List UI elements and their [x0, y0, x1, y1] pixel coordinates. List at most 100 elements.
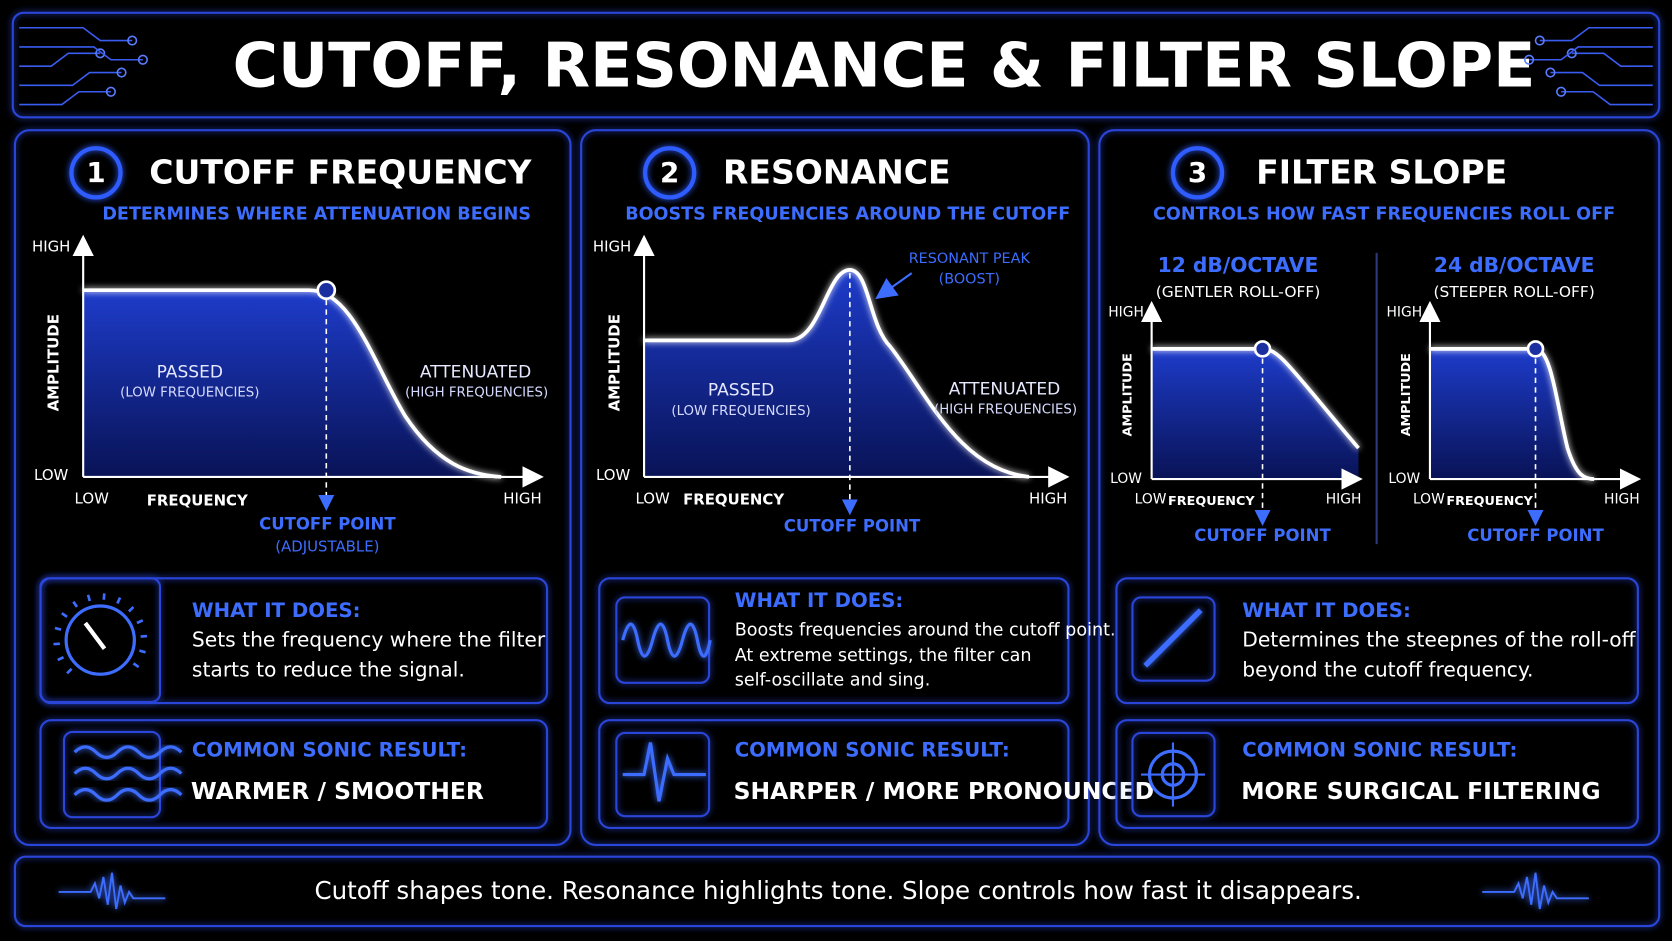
dial-tick: [72, 600, 79, 608]
response-curve: [83, 288, 502, 479]
panel-frame: [580, 129, 1090, 847]
circuit-node: [105, 86, 116, 97]
dial-tick: [57, 656, 65, 662]
result-text: SHARPER / MORE PRONOUNCED: [734, 777, 1154, 805]
main-title: CUTOFF, RESONANCE & FILTER SLOPE: [233, 29, 1536, 101]
x-high-label: HIGH: [1604, 491, 1640, 507]
passband-area: [644, 269, 1030, 477]
what-line: Boosts frequencies around the cutoff poi…: [735, 621, 1116, 641]
icon-frame: [615, 596, 711, 684]
what-box: [598, 577, 1070, 705]
result-box: [39, 719, 549, 829]
y-axis-label: AMPLITUDE: [1399, 353, 1414, 436]
panel-number: 3: [1188, 156, 1207, 189]
y-low-label: LOW: [596, 466, 631, 484]
x-low-label: LOW: [1413, 491, 1445, 507]
what-line: Sets the frequency where the filter: [192, 628, 546, 652]
circuit-trace: [19, 71, 122, 87]
circuit-trace: [1529, 46, 1653, 61]
passed-note: (LOW FREQUENCIES): [120, 386, 259, 401]
circuit-node: [95, 48, 106, 59]
slope-note: (GENTLER ROLL-OFF): [1156, 283, 1321, 301]
cutoff-marker: [1253, 340, 1272, 358]
circuit-trace: [1561, 90, 1653, 106]
circuit-node: [1545, 67, 1556, 78]
what-box: [1115, 577, 1639, 705]
attenuated-note: (HIGH FREQUENCIES): [405, 386, 548, 401]
dial-tick: [61, 612, 68, 618]
footer-text: Cutoff shapes tone. Resonance highlights…: [314, 876, 1361, 905]
target-cross: [1140, 742, 1205, 807]
passed-note: (LOW FREQUENCIES): [671, 404, 810, 419]
dial-tick: [66, 667, 73, 675]
x-axis-label: FREQUENCY: [1446, 494, 1533, 509]
circuit-node: [1534, 35, 1545, 46]
icon-frame: [615, 731, 711, 818]
result-box: [598, 719, 1070, 829]
x-high-label: HIGH: [1326, 491, 1362, 507]
dial-tick: [102, 593, 106, 600]
what-heading: WHAT IT DOES:: [1242, 599, 1411, 622]
icon-frame: [39, 577, 162, 704]
what-line: At extreme settings, the filter can: [735, 646, 1032, 666]
pulse-icon: [622, 742, 706, 802]
slope-label: 12 dB/OCTAVE: [1158, 253, 1319, 277]
x-high-label: HIGH: [503, 489, 541, 507]
y-high-label: HIGH: [593, 238, 631, 256]
passband-area: [1429, 348, 1595, 480]
peak-arrow: [875, 272, 913, 300]
wave-icon: [73, 766, 183, 781]
what-line: beyond the cutoff frequency.: [1242, 658, 1533, 682]
panel-frame: [13, 129, 572, 847]
dial-tick: [54, 626, 62, 631]
cutoff-label: CUTOFF POINT: [259, 514, 396, 533]
y-high-label: HIGH: [32, 238, 70, 256]
result-text: WARMER / SMOOTHER: [191, 777, 484, 805]
dial-tick: [132, 662, 140, 669]
icon-frame: [1131, 596, 1216, 682]
panel-subtitle: CONTROLS HOW FAST FREQUENCIES ROLL OFF: [1153, 204, 1615, 224]
circuit-trace: [19, 26, 133, 42]
peak-label: RESONANT PEAK: [909, 251, 1031, 267]
x-low-label: LOW: [75, 489, 110, 507]
y-low-label: LOW: [1110, 471, 1142, 487]
dial-needle: [83, 621, 107, 650]
dial-tick: [136, 619, 144, 625]
peak-note: (BOOST): [939, 272, 1000, 288]
footer-frame: [13, 855, 1661, 928]
number-badge: [642, 146, 697, 200]
x-low-label: LOW: [1135, 491, 1167, 507]
panel-title: RESONANCE: [723, 152, 951, 191]
x-high-label: HIGH: [1029, 489, 1067, 507]
circuit-trace: [19, 90, 111, 106]
panel-number: 2: [660, 156, 679, 189]
passed-label: PASSED: [708, 380, 774, 400]
y-axis-label: AMPLITUDE: [44, 314, 62, 411]
panel-frame: [1098, 129, 1661, 847]
x-low-label: LOW: [635, 489, 670, 507]
passband-area: [83, 290, 502, 477]
passband-area: [1151, 348, 1359, 480]
dial-tick: [53, 642, 60, 646]
cutoff-note: (ADJUSTABLE): [275, 537, 379, 555]
circuit-trace: [1571, 52, 1653, 67]
what-heading: WHAT IT DOES:: [192, 599, 361, 622]
y-high-label: HIGH: [1387, 305, 1423, 321]
title-frame: [11, 11, 1661, 119]
what-heading: WHAT IT DOES:: [735, 589, 904, 612]
slope-label: 24 dB/OCTAVE: [1434, 253, 1595, 277]
what-line: starts to reduce the signal.: [192, 658, 465, 682]
attenuated-label: ATTENUATED: [420, 362, 531, 382]
circuit-node: [1556, 86, 1567, 97]
panel-subtitle: BOOSTS FREQUENCIES AROUND THE CUTOFF: [625, 204, 1070, 224]
circuit-trace: [1550, 71, 1653, 87]
dial-tick: [127, 605, 135, 613]
circuit-node: [1566, 48, 1577, 59]
result-heading: COMMON SONIC RESULT:: [735, 739, 1010, 762]
wave-icon: [73, 745, 183, 760]
what-line: Determines the steepnes of the roll-off: [1242, 628, 1636, 652]
y-axis-label: AMPLITUDE: [605, 314, 623, 411]
icon-frame: [1131, 731, 1216, 818]
